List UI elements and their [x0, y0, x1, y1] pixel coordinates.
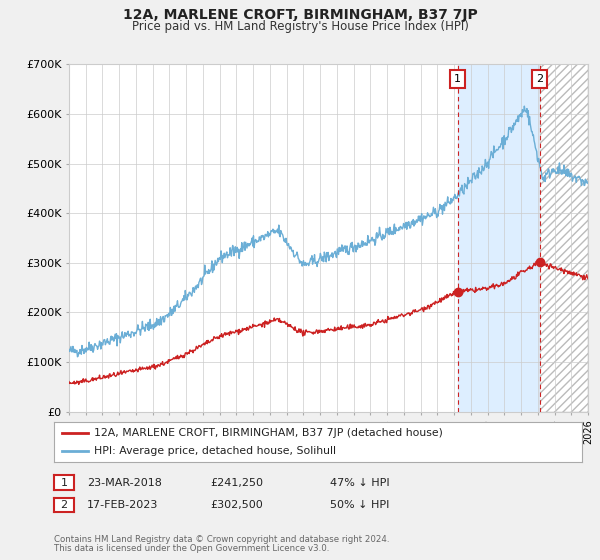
Bar — [458, 64, 540, 412]
Text: 12A, MARLENE CROFT, BIRMINGHAM, B37 7JP: 12A, MARLENE CROFT, BIRMINGHAM, B37 7JP — [122, 8, 478, 22]
Text: 2: 2 — [61, 500, 67, 510]
Text: 17-FEB-2023: 17-FEB-2023 — [87, 500, 158, 510]
Bar — [540, 64, 588, 412]
Text: HPI: Average price, detached house, Solihull: HPI: Average price, detached house, Soli… — [94, 446, 335, 456]
Text: 23-MAR-2018: 23-MAR-2018 — [87, 478, 162, 488]
Text: 50% ↓ HPI: 50% ↓ HPI — [330, 500, 389, 510]
Text: Contains HM Land Registry data © Crown copyright and database right 2024.: Contains HM Land Registry data © Crown c… — [54, 535, 389, 544]
Text: 1: 1 — [454, 74, 461, 84]
Text: 2: 2 — [536, 74, 544, 84]
Text: This data is licensed under the Open Government Licence v3.0.: This data is licensed under the Open Gov… — [54, 544, 329, 553]
Text: Price paid vs. HM Land Registry's House Price Index (HPI): Price paid vs. HM Land Registry's House … — [131, 20, 469, 32]
Text: 47% ↓ HPI: 47% ↓ HPI — [330, 478, 389, 488]
Text: £302,500: £302,500 — [210, 500, 263, 510]
Text: £241,250: £241,250 — [210, 478, 263, 488]
Text: 1: 1 — [61, 478, 67, 488]
Bar — [540, 64, 588, 412]
Text: 12A, MARLENE CROFT, BIRMINGHAM, B37 7JP (detached house): 12A, MARLENE CROFT, BIRMINGHAM, B37 7JP … — [94, 428, 442, 437]
